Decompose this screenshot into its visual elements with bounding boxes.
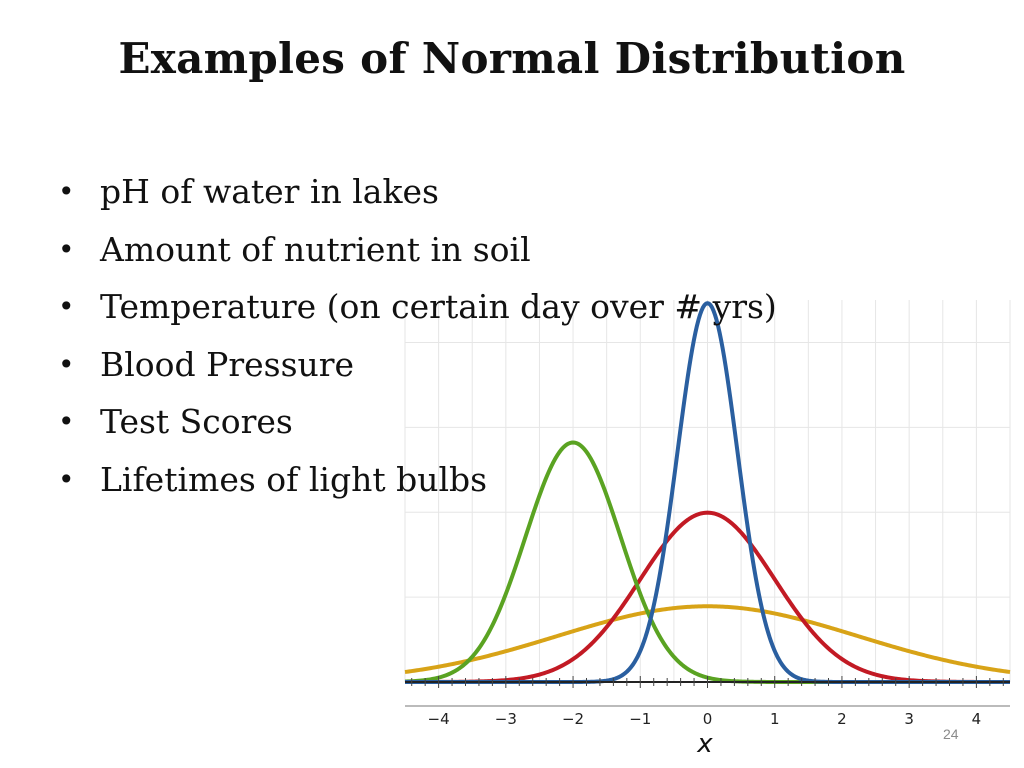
bullet-marker: • [58,175,75,208]
x-tick-label: −3 [495,710,517,728]
bullet-item: • Temperature (on certain day over # yrs) [58,278,777,336]
bullet-marker: • [58,405,75,438]
x-tick-label: −1 [629,710,651,728]
bullet-text: Blood Pressure [100,344,355,384]
bullet-text: Temperature (on certain day over # yrs) [100,287,777,326]
bullet-text: pH of water in lakes [100,172,439,211]
x-tick-label: 4 [972,710,982,728]
x-tick-label: 3 [904,710,914,728]
slide-title: Examples of Normal Distribution [118,34,906,83]
bullet-item: • Amount of nutrient in soil [58,221,777,279]
bullet-item: • pH of water in lakes [58,163,777,221]
distribution-curve [404,604,1011,674]
bullet-text: Test Scores [100,402,293,441]
x-tick-label: 2 [837,710,847,728]
bullet-marker: • [58,347,75,381]
x-tick-label: −4 [428,710,450,728]
bullet-marker: • [58,232,75,266]
bullet-text: Lifetimes of light bulbs [100,459,488,499]
x-axis-label: x [696,729,713,759]
bullet-item: • Test Scores [58,393,777,451]
bullet-marker: • [58,462,75,496]
bullet-text: Amount of nutrient in soil [100,229,531,269]
x-tick-label: −2 [562,710,584,728]
x-tick-label: 1 [770,710,780,728]
chart-x-axis: −4 −3 −2 −1 0 1 2 3 4 [405,676,1010,728]
bullet-marker: • [58,290,75,323]
page-number: 24 [943,726,959,742]
bullet-item: • Lifetimes of light bulbs [58,451,777,509]
x-tick-label: 0 [703,710,713,728]
bullet-item: • Blood Pressure [58,336,777,394]
bullet-list: • pH of water in lakes • Amount of nutrien… [58,163,777,508]
